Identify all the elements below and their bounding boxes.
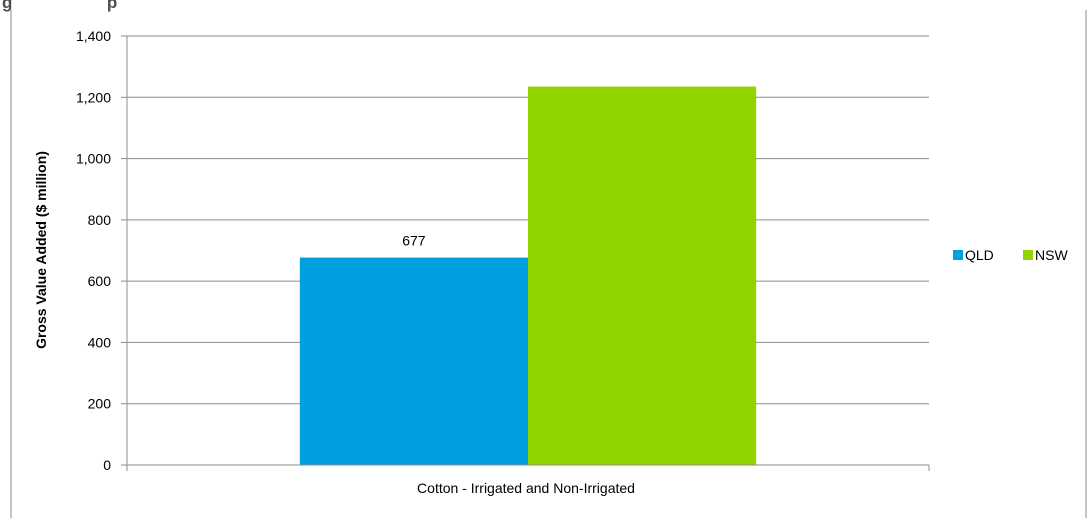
y-tick-label: 0: [103, 457, 111, 473]
legend-label-nsw: NSW: [1035, 247, 1068, 263]
legend: QLD NSW: [953, 247, 1068, 263]
chart-title-fragment: g p: [2, 0, 117, 12]
legend-label-qld: QLD: [965, 247, 994, 263]
x-tick-label: Cotton - Irrigated and Non-Irrigated: [417, 480, 635, 496]
data-labels: 677: [402, 233, 426, 249]
y-tick-label: 800: [88, 212, 112, 228]
bars: [299, 86, 757, 465]
y-tick-label: 1,000: [76, 151, 111, 167]
data-label-qld: 677: [402, 233, 426, 249]
y-axis-ticks: 0 200 400 600 800 1,000 1,200 1,400: [76, 28, 127, 473]
y-tick-label: 1,200: [76, 89, 111, 105]
y-tick-label: 200: [88, 396, 112, 412]
bar-nsw: [528, 86, 757, 465]
bar-qld: [299, 257, 528, 465]
legend-swatch-nsw: [1023, 250, 1033, 260]
y-tick-label: 400: [88, 334, 112, 350]
legend-swatch-qld: [953, 250, 963, 260]
y-axis-label: Gross Value Added ($ million): [33, 151, 49, 349]
y-tick-label: 1,400: [76, 28, 111, 44]
y-tick-label: 600: [88, 273, 112, 289]
